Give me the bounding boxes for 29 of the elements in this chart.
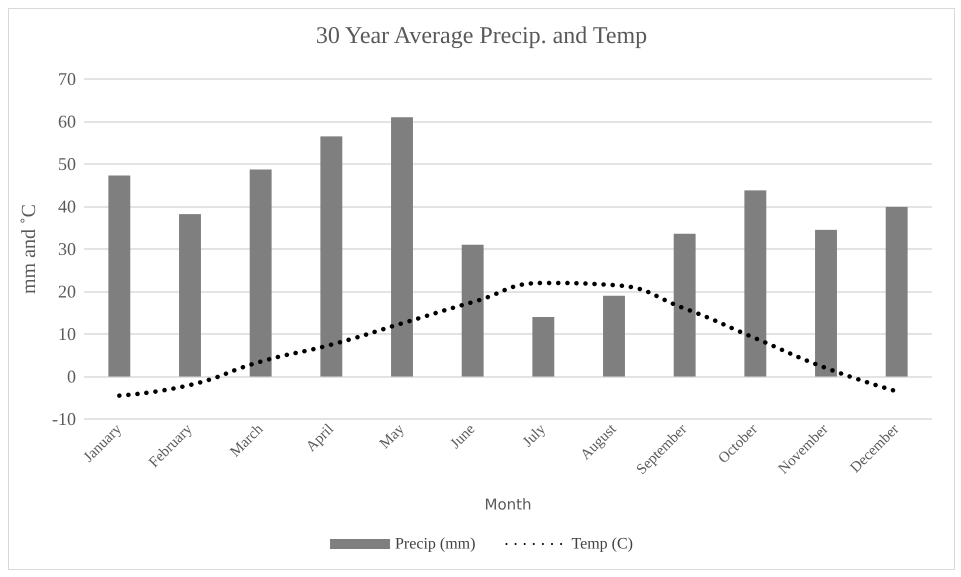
y-tick-label: 50 xyxy=(58,154,76,174)
bar xyxy=(108,175,130,376)
bar xyxy=(744,190,766,376)
bar xyxy=(391,117,413,376)
y-tick-label: 20 xyxy=(58,282,76,302)
bar xyxy=(179,214,201,376)
x-tick-label: July xyxy=(520,420,550,450)
legend-label: Precip (mm) xyxy=(395,536,476,552)
x-tick-label: June xyxy=(448,421,479,452)
bar xyxy=(462,244,484,376)
legend-label: Temp (C) xyxy=(571,536,633,552)
x-tick-label: May xyxy=(376,420,408,452)
y-tick-label: 60 xyxy=(58,112,76,132)
y-tick-label: 40 xyxy=(58,196,76,216)
bar xyxy=(250,170,272,376)
y-tick-label: 30 xyxy=(58,239,76,259)
chart-title: 30 Year Average Precip. and Temp xyxy=(316,23,648,49)
y-axis-title: mm and ˚C xyxy=(18,204,40,294)
y-tick-label: 0 xyxy=(67,366,76,386)
bar xyxy=(320,136,342,376)
bar xyxy=(815,230,837,376)
y-tick-label: 10 xyxy=(58,324,76,344)
y-tick-label: -10 xyxy=(52,409,76,429)
bar xyxy=(674,234,696,376)
bar xyxy=(603,296,625,376)
x-axis-title: Month xyxy=(484,496,532,514)
bar xyxy=(886,206,908,376)
bar xyxy=(532,317,554,376)
y-tick-label: 70 xyxy=(58,69,76,89)
